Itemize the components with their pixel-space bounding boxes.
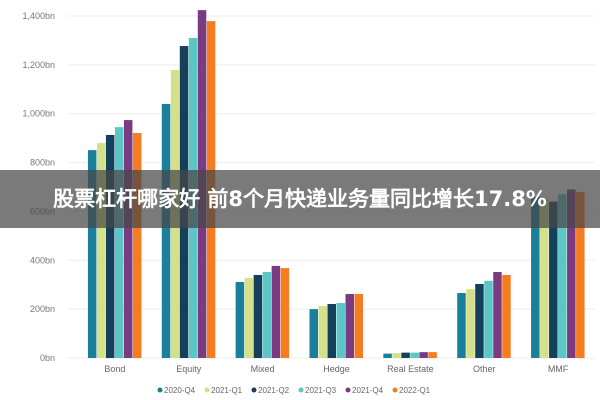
x-tick-label: Bond	[104, 364, 125, 374]
x-tick-label: Equity	[176, 364, 202, 374]
legend-label: 2021-Q3	[305, 386, 337, 395]
x-tick-label: Real Estate	[387, 364, 434, 374]
bar-hedge-2021-Q3	[336, 303, 345, 358]
bar-hedge-2020-Q4	[309, 309, 318, 358]
x-tick-label: MMF	[548, 364, 569, 374]
x-tick-label: Mixed	[251, 364, 275, 374]
y-tick-label: 1,400bn	[22, 11, 55, 21]
y-tick-label: 0bn	[40, 353, 55, 363]
bar-real-estate-2021-Q4	[419, 352, 428, 358]
bar-mmf-2021-Q2	[549, 201, 558, 358]
bar-other-2021-Q1	[466, 289, 475, 358]
legend-label: 2022-Q1	[399, 386, 431, 395]
legend-label: 2021-Q4	[352, 386, 384, 395]
legend-marker	[204, 387, 210, 393]
bar-hedge-2021-Q2	[327, 304, 336, 358]
bar-other-2022-Q1	[502, 274, 511, 358]
bar-real-estate-2021-Q1	[392, 353, 401, 358]
legend-label: 2020-Q4	[164, 386, 196, 395]
bar-hedge-2021-Q1	[318, 305, 327, 358]
bar-mmf-2020-Q4	[531, 196, 540, 358]
bar-mixed-2022-Q1	[280, 268, 290, 358]
legend-marker	[251, 387, 257, 393]
bar-mixed-2021-Q2	[253, 274, 263, 358]
bar-mixed-2021-Q4	[271, 265, 281, 358]
y-tick-label: 800bn	[30, 158, 55, 168]
bar-other-2020-Q4	[457, 293, 466, 358]
bar-bond-2021-Q4	[123, 120, 133, 359]
bar-other-2021-Q2	[475, 283, 484, 358]
bar-equity-2020-Q4	[161, 103, 171, 358]
bar-bond-2021-Q1	[96, 143, 106, 358]
bar-mixed-2021-Q3	[262, 272, 272, 358]
bar-mmf-2022-Q1	[576, 191, 585, 358]
bar-mixed-2021-Q1	[244, 278, 254, 358]
bar-hedge-2022-Q1	[354, 293, 363, 358]
bar-real-estate-2022-Q1	[428, 352, 437, 358]
y-tick-label: 1,000bn	[22, 109, 55, 119]
bar-mmf-2021-Q1	[540, 199, 549, 358]
x-tick-label: Other	[473, 364, 496, 374]
overlay-banner: 股票杠杆哪家好 前8个月快递业务量同比增长17.8%	[0, 170, 600, 228]
bar-real-estate-2021-Q2	[401, 352, 410, 358]
y-tick-label: 400bn	[30, 255, 55, 265]
bar-bond-2021-Q3	[114, 127, 124, 359]
bar-mmf-2021-Q4	[567, 189, 576, 358]
bar-bond-2021-Q2	[105, 134, 115, 358]
legend-marker	[392, 387, 398, 393]
legend-marker	[345, 387, 351, 393]
bar-other-2021-Q4	[493, 272, 502, 358]
y-tick-label: 1,200bn	[22, 60, 55, 70]
bar-other-2021-Q3	[484, 280, 493, 358]
bar-bond-2020-Q4	[87, 150, 97, 358]
bar-mmf-2021-Q3	[558, 194, 567, 358]
bar-hedge-2021-Q4	[345, 293, 354, 358]
bar-real-estate-2021-Q3	[410, 352, 419, 358]
y-tick-label: 200bn	[30, 304, 55, 314]
bar-bond-2022-Q1	[132, 133, 142, 358]
x-tick-label: Hedge	[323, 364, 350, 374]
legend-marker	[298, 387, 304, 393]
legend-label: 2021-Q1	[211, 386, 243, 395]
bar-mixed-2020-Q4	[235, 282, 245, 358]
bar-real-estate-2020-Q4	[383, 353, 392, 358]
legend-label: 2021-Q2	[258, 386, 290, 395]
legend-marker	[157, 387, 163, 393]
